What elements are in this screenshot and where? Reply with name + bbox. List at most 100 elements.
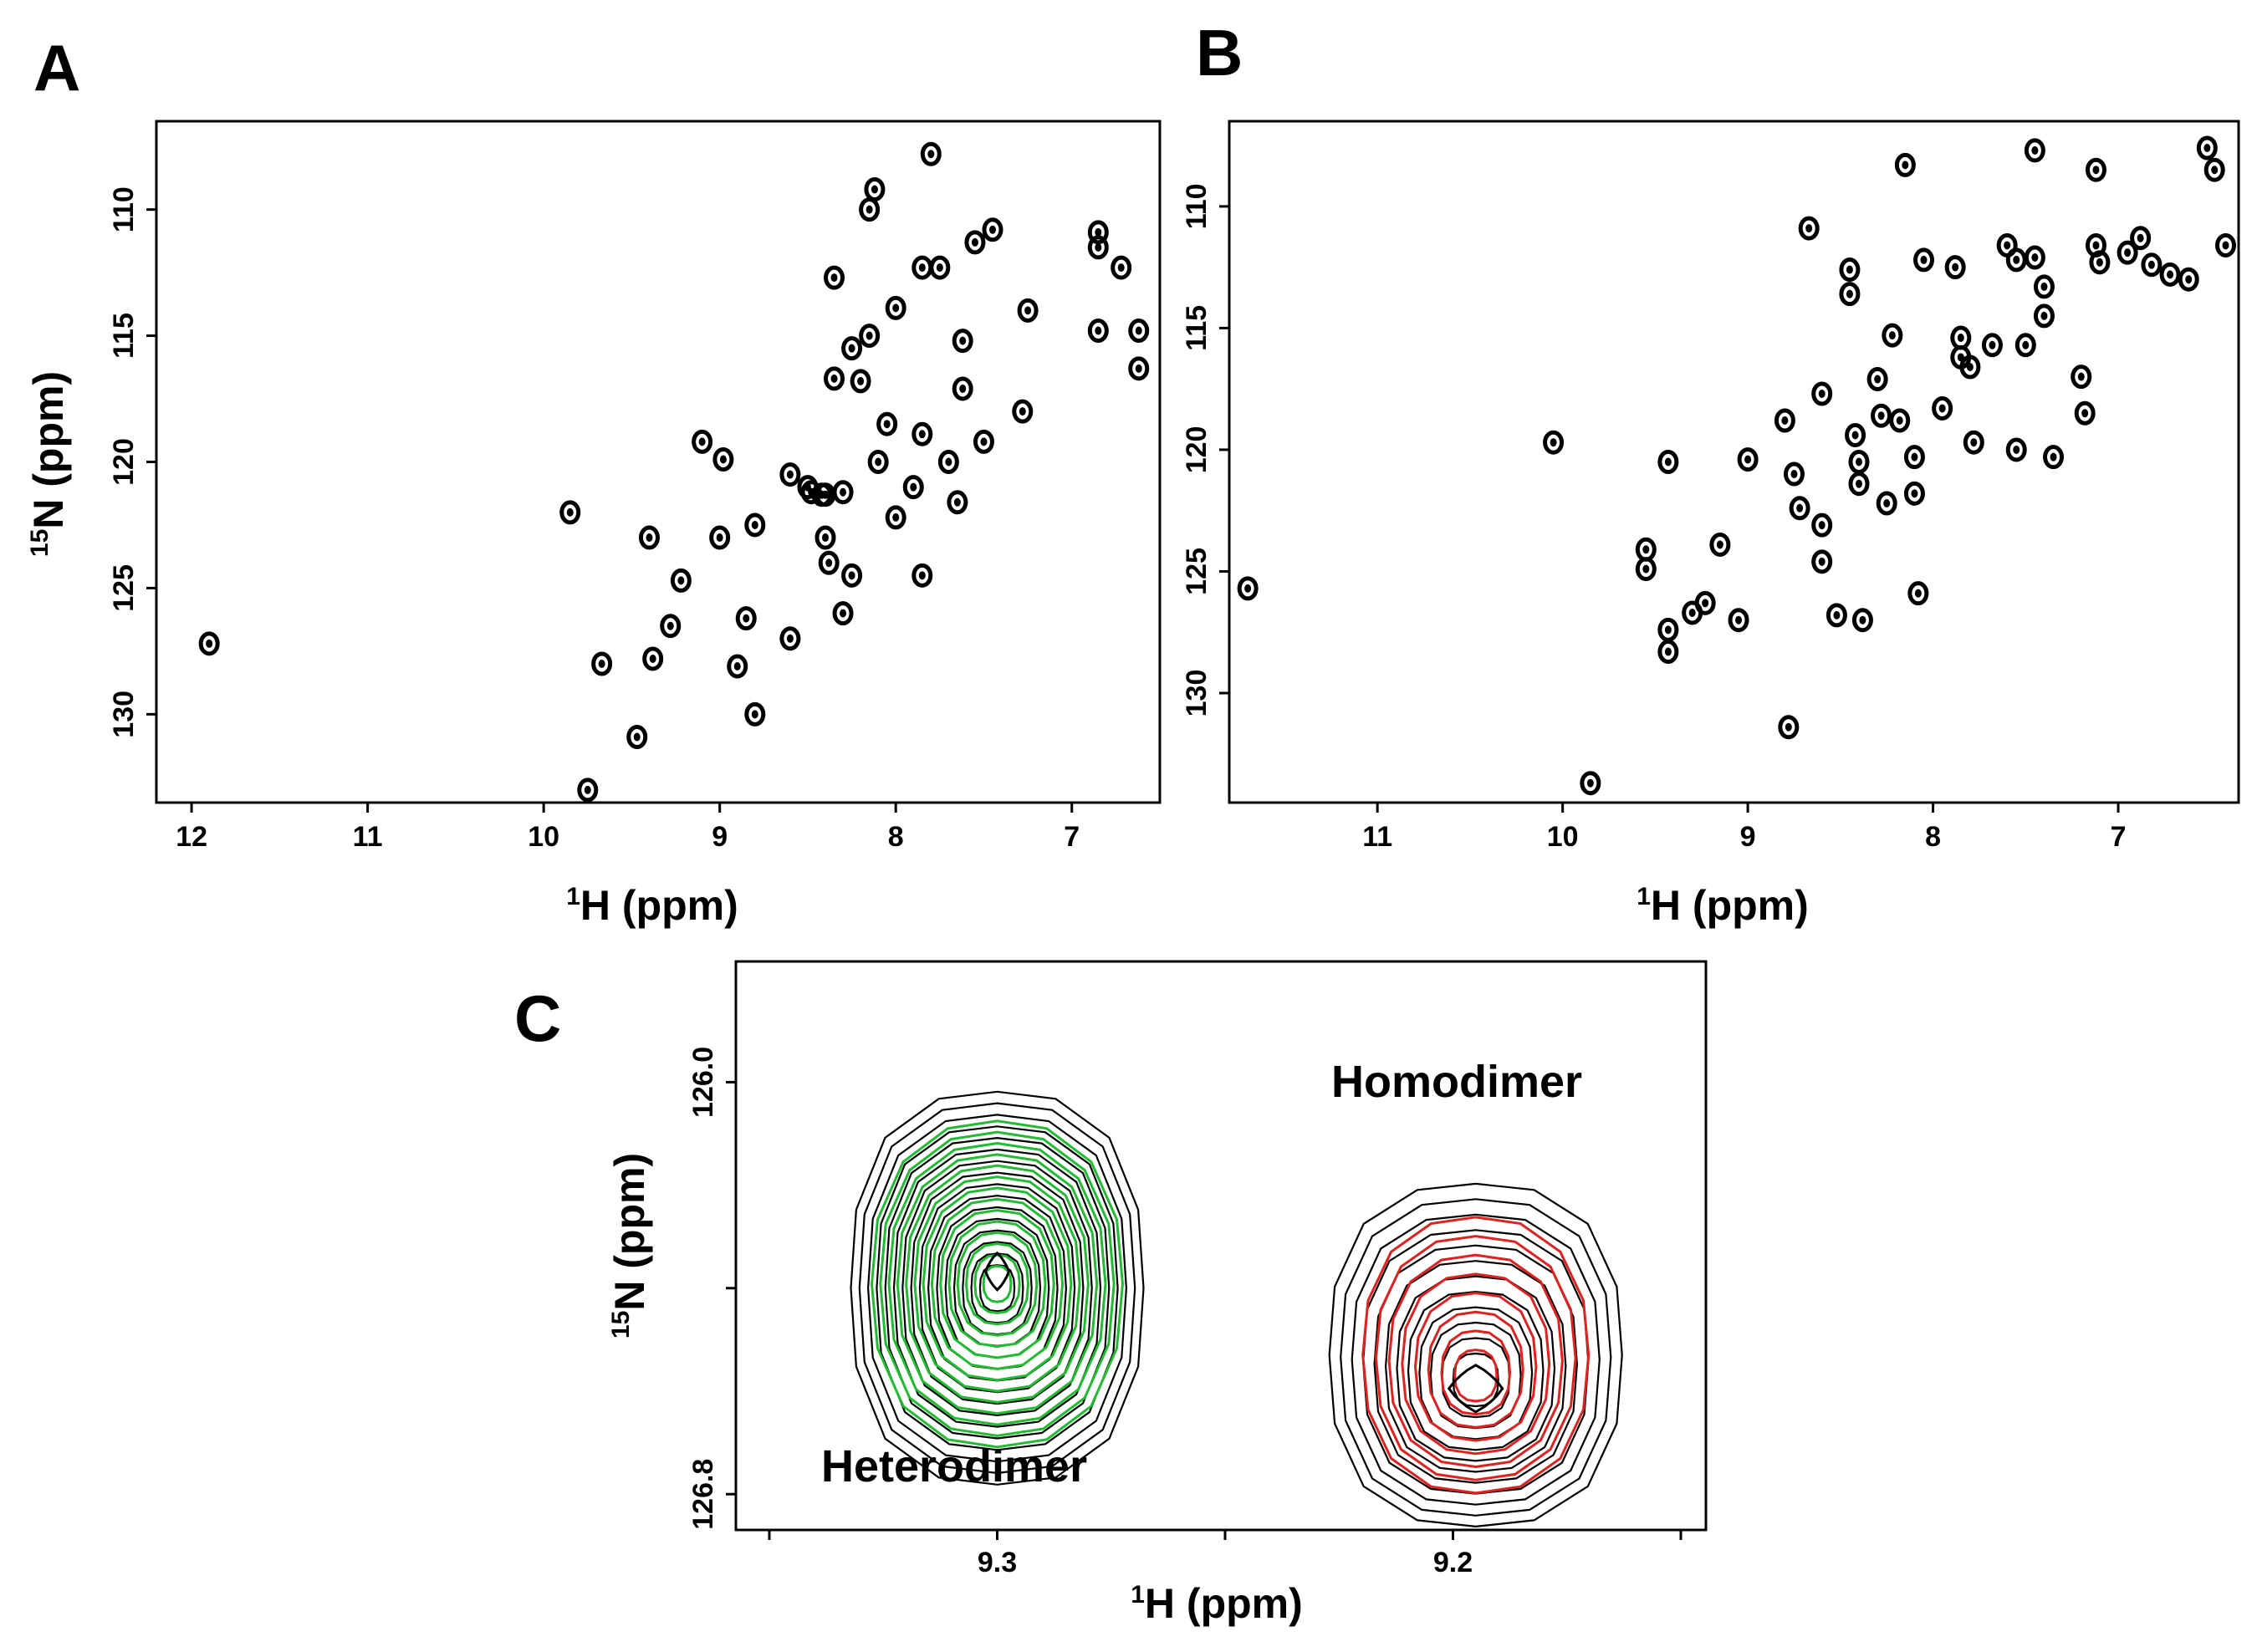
panel-a-peak bbox=[876, 411, 898, 436]
panel-b-peak bbox=[1635, 557, 1657, 582]
panel-b-peak bbox=[2141, 252, 2163, 278]
panel-a-peak bbox=[952, 376, 973, 401]
panel-a-peak bbox=[709, 525, 731, 550]
panel-b-peak bbox=[1903, 481, 1925, 506]
panel-b-peak bbox=[1889, 408, 1911, 433]
panel-a-peak bbox=[744, 701, 766, 727]
panel-a-peak bbox=[902, 475, 924, 500]
panel-b-xtick-label: 10 bbox=[1547, 821, 1579, 853]
panel-b-peak bbox=[1876, 491, 1897, 516]
panel-a-peak bbox=[920, 141, 942, 166]
panel-b-peak bbox=[2024, 138, 2045, 163]
panel-a-peak bbox=[591, 651, 613, 676]
panel-a-peak bbox=[1111, 255, 1132, 280]
panel-b-peak bbox=[1543, 430, 1565, 455]
panel-a-peak bbox=[1128, 356, 1150, 381]
panel-c-xtick-label: 9.3 bbox=[978, 1547, 1017, 1578]
panel-a-peak bbox=[692, 429, 713, 454]
panel-b-peak bbox=[2014, 333, 2036, 358]
panel-a-peak bbox=[859, 197, 881, 222]
panel-a-peak bbox=[735, 606, 757, 631]
panel-b-peak bbox=[1845, 422, 1866, 447]
panel-c-ytick-label: 126.0 bbox=[687, 1047, 719, 1118]
panel-b-peak bbox=[1944, 255, 1966, 280]
panel-b-peak bbox=[1798, 216, 1820, 241]
panel-a-peak bbox=[779, 462, 801, 487]
panel-a-peak bbox=[744, 512, 766, 538]
panel-a-peak bbox=[670, 568, 692, 593]
panel-a-ytick-label: 125 bbox=[108, 564, 140, 612]
panel-a-peak bbox=[814, 525, 836, 550]
panel-b-peak bbox=[1959, 354, 1981, 380]
panel-b-ytick-label: 120 bbox=[1181, 426, 1213, 474]
panel-a-peak bbox=[885, 295, 906, 320]
panel-a-xtick-label: 7 bbox=[1064, 821, 1080, 853]
panel-a-peak bbox=[867, 450, 889, 474]
panel-a-peak bbox=[559, 500, 581, 525]
panel-b-peak bbox=[1657, 450, 1679, 474]
panel-b-peak bbox=[2074, 400, 2096, 426]
panel-b-peak bbox=[1848, 472, 1870, 497]
panel-b-peak bbox=[1657, 617, 1679, 642]
panel-b-peak bbox=[1657, 640, 1679, 665]
panel-b-peak bbox=[1903, 445, 1925, 470]
panel-a-peak bbox=[824, 366, 845, 391]
panel-c-ytick-label: 126.8 bbox=[687, 1459, 719, 1530]
panel-a-x-axis: 12 11 10 9 8 7 bbox=[176, 803, 1080, 853]
panel-b-peak bbox=[2005, 247, 2027, 273]
panel-b-peak bbox=[1811, 512, 1833, 538]
panel-b-x-axis: 11 10 9 8 7 bbox=[1362, 803, 2127, 853]
panel-b-peak bbox=[1950, 325, 1972, 350]
panel-a-peak bbox=[911, 563, 933, 588]
panel-b-peak bbox=[1866, 367, 1888, 392]
panel-b-peak bbox=[1635, 537, 1657, 562]
panel-b-peak bbox=[1694, 590, 1716, 615]
panel-a-peak bbox=[198, 631, 220, 656]
panel-b-peak bbox=[1839, 282, 1861, 307]
panel-a-xtick-label: 10 bbox=[528, 821, 559, 853]
panel-a-xlabel: 1H (ppm) bbox=[566, 882, 738, 929]
panel-b-peak bbox=[2089, 250, 2111, 275]
panel-b-xtick-label: 11 bbox=[1362, 821, 1392, 853]
panel-b-xtick-label: 9 bbox=[1740, 821, 1756, 853]
panel-a-peak bbox=[832, 480, 854, 505]
contour-homodimer bbox=[1328, 1182, 1623, 1528]
panel-b-peak bbox=[1963, 430, 1984, 455]
panel-a-peak bbox=[642, 646, 664, 671]
panel-b-peak bbox=[2203, 157, 2225, 182]
panel-a-peak bbox=[824, 265, 845, 290]
panel-b-peak bbox=[2033, 274, 2055, 299]
panel-a-peaks bbox=[198, 141, 1150, 803]
panel-a-spectrum: 12 11 10 9 8 7 110 115 120 125 130 1H (ppm) 15N (… bbox=[25, 120, 1162, 929]
panel-b-frame bbox=[1228, 120, 2240, 804]
panel-b-peak bbox=[1737, 447, 1759, 472]
panel-a-peak bbox=[660, 614, 682, 639]
panel-a-peak bbox=[1128, 319, 1150, 344]
panel-a-xtick-label: 9 bbox=[712, 821, 728, 853]
panel-b-xtick-label: 8 bbox=[1925, 821, 1941, 853]
panel-label-b: B bbox=[1196, 16, 1243, 89]
panel-a-ylabel: 15N (ppm) bbox=[25, 371, 72, 557]
panel-b-peak bbox=[2085, 157, 2106, 182]
panel-b-ytick-label: 130 bbox=[1181, 670, 1213, 717]
panel-b-xlabel: 1H (ppm) bbox=[1637, 882, 1809, 929]
panel-a-ytick-label: 130 bbox=[108, 691, 140, 738]
panel-c-ylabel: 15N (ppm) bbox=[606, 1153, 653, 1338]
panel-a-peak bbox=[638, 525, 660, 550]
panel-a-peak bbox=[964, 230, 986, 255]
panel-c-x-axis: 9.3 9.2 bbox=[768, 1530, 1683, 1578]
panel-a-peak bbox=[841, 336, 863, 361]
panel-a-peak bbox=[911, 421, 933, 446]
panel-b-peak bbox=[2043, 445, 2065, 470]
panel-a-peak bbox=[1017, 298, 1039, 323]
panel-b-peak bbox=[2117, 240, 2138, 265]
panel-b-peak bbox=[2130, 226, 2152, 251]
panel-a-peak bbox=[1087, 319, 1109, 344]
panel-b-peak bbox=[1709, 532, 1731, 557]
panel-b-peak bbox=[1851, 608, 1873, 633]
panel-b-ytick-label: 115 bbox=[1181, 305, 1213, 351]
heterodimer-label: Heterodimer bbox=[821, 1441, 1087, 1491]
panel-b-peak bbox=[1839, 257, 1861, 283]
